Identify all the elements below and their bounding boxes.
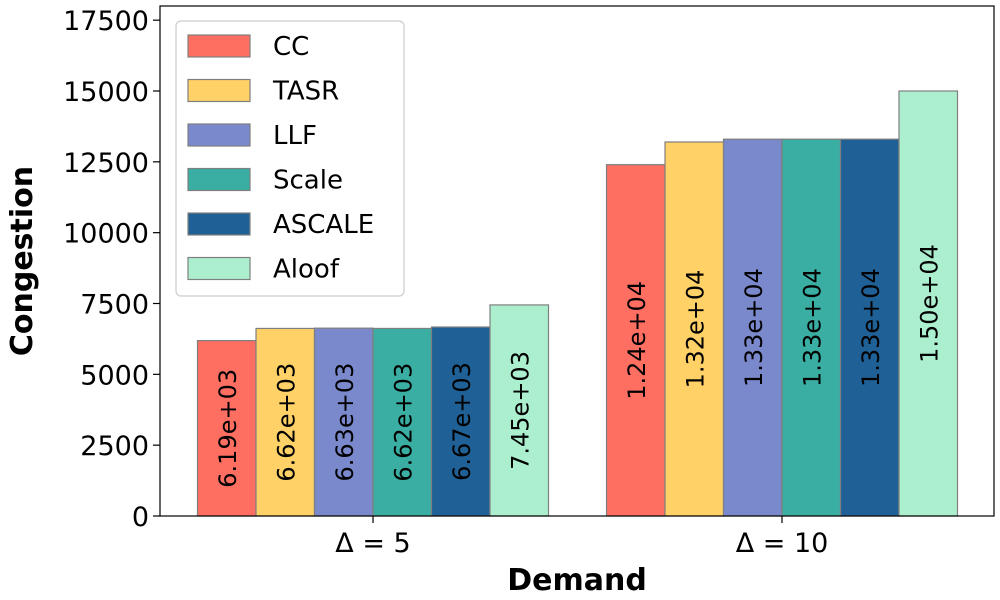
y-tick-label: 2500	[80, 431, 149, 462]
bar-tasr-1	[255, 327, 316, 517]
bar-aloof-1	[489, 304, 550, 517]
bar-value-label: 1.50e+04	[915, 244, 943, 363]
x-axis: Δ = 5 Δ = 10	[335, 516, 828, 559]
legend-label-cc: CC	[273, 32, 309, 62]
bar-value-label: 6.19e+03	[214, 369, 242, 488]
bar-cc-1	[196, 340, 257, 517]
y-tick-label: 5000	[80, 360, 149, 391]
bar-value-label: 1.33e+04	[740, 268, 768, 387]
bar-value-label: 7.45e+03	[506, 351, 534, 470]
bar-value-label: 6.62e+03	[389, 363, 417, 482]
bar-aloof-2	[898, 90, 959, 517]
legend-swatch-cc	[187, 34, 251, 58]
legend-label-tasr: TASR	[272, 77, 339, 107]
x-tick-label: Δ = 10	[736, 528, 829, 559]
legend-swatch-llf	[187, 123, 251, 147]
bar-value-label: 1.24e+04	[623, 281, 651, 400]
legend-label-scale: Scale	[273, 166, 343, 196]
legend-label-aloof: Aloof	[273, 255, 340, 285]
bar-value-label: 1.33e+04	[798, 268, 826, 387]
bar-tasr-2	[664, 141, 725, 517]
legend-swatch-ascale	[187, 212, 251, 236]
bar-ascale-1	[430, 326, 491, 517]
x-tick-label: Δ = 5	[335, 528, 410, 559]
bar-value-label: 6.67e+03	[448, 362, 476, 481]
x-axis-title: Demand	[507, 563, 647, 598]
legend-label-llf: LLF	[273, 121, 317, 151]
y-axis-title: Congestion	[5, 166, 40, 356]
y-tick-label: 0	[132, 502, 149, 533]
y-tick-label: 10000	[63, 219, 149, 250]
y-tick-label: 7500	[80, 290, 149, 321]
plot-frame	[159, 5, 995, 517]
bar-scale-2	[781, 138, 842, 517]
y-tick-label: 15000	[63, 77, 149, 108]
legend-swatch-tasr	[187, 78, 251, 103]
bar-value-label: 1.33e+04	[857, 268, 885, 387]
legend-swatch-aloof	[187, 256, 251, 281]
bar-value-label: 1.32e+04	[681, 270, 709, 389]
bars-group	[196, 90, 959, 517]
y-axis: 0 2500 5000 7500 10000 12500 15000 17500	[63, 6, 160, 533]
bar-labels-group: 6.19e+03 6.62e+03 6.63e+03 6.62e+03 6.67e+03…	[214, 244, 944, 488]
legend-label-ascale: ASCALE	[273, 210, 374, 240]
bar-value-label: 6.63e+03	[331, 363, 359, 482]
bar-value-label: 6.62e+03	[272, 363, 300, 482]
y-tick-label: 12500	[63, 148, 149, 179]
legend-swatch-scale	[187, 167, 251, 192]
legend: CC TASR LLF Scale ASCALE Aloof	[175, 20, 405, 297]
bar-llf-1	[313, 327, 374, 517]
bar-scale-1	[372, 327, 433, 517]
y-tick-label: 17500	[63, 6, 149, 37]
